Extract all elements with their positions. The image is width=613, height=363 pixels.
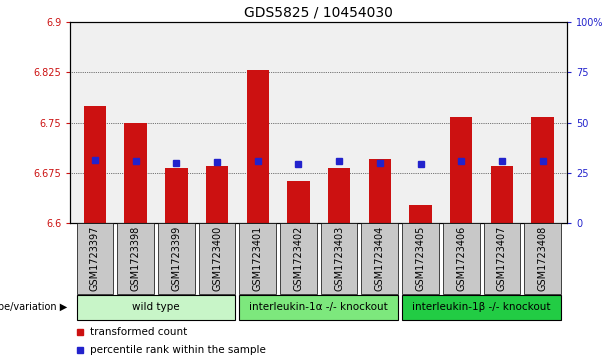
Bar xyxy=(158,223,195,294)
Bar xyxy=(124,122,147,223)
Bar xyxy=(280,223,317,294)
Bar xyxy=(524,223,561,294)
Bar xyxy=(491,166,513,223)
Text: GSM1723406: GSM1723406 xyxy=(456,225,466,291)
Text: GSM1723400: GSM1723400 xyxy=(212,225,222,291)
Text: GSM1723399: GSM1723399 xyxy=(171,225,181,291)
Text: GSM1723402: GSM1723402 xyxy=(294,225,303,291)
Text: interleukin-1β -/- knockout: interleukin-1β -/- knockout xyxy=(413,302,551,312)
Text: GSM1723398: GSM1723398 xyxy=(131,225,140,291)
Bar xyxy=(443,223,479,294)
Text: GSM1723408: GSM1723408 xyxy=(538,225,547,291)
Text: genotype/variation ▶: genotype/variation ▶ xyxy=(0,302,67,312)
Bar xyxy=(321,223,357,294)
Bar xyxy=(328,167,350,223)
Bar xyxy=(206,166,228,223)
Title: GDS5825 / 10454030: GDS5825 / 10454030 xyxy=(245,5,393,19)
Text: GSM1723407: GSM1723407 xyxy=(497,225,507,291)
Text: GSM1723405: GSM1723405 xyxy=(416,225,425,291)
Bar xyxy=(117,223,154,294)
Bar xyxy=(77,295,235,320)
Text: GSM1723397: GSM1723397 xyxy=(90,225,100,291)
Bar xyxy=(409,205,432,223)
Bar xyxy=(484,223,520,294)
Bar xyxy=(402,223,439,294)
Bar xyxy=(240,295,398,320)
Bar xyxy=(402,295,561,320)
Text: wild type: wild type xyxy=(132,302,180,312)
Bar xyxy=(287,181,310,223)
Text: percentile rank within the sample: percentile rank within the sample xyxy=(90,345,266,355)
Bar xyxy=(199,223,235,294)
Bar xyxy=(84,106,106,223)
Text: transformed count: transformed count xyxy=(90,327,188,337)
Bar xyxy=(165,167,188,223)
Text: GSM1723401: GSM1723401 xyxy=(253,225,263,291)
Bar xyxy=(368,159,391,223)
Text: interleukin-1α -/- knockout: interleukin-1α -/- knockout xyxy=(249,302,388,312)
Bar xyxy=(531,117,554,223)
Bar xyxy=(362,223,398,294)
Bar xyxy=(240,223,276,294)
Text: GSM1723403: GSM1723403 xyxy=(334,225,344,291)
Bar xyxy=(246,70,269,223)
Bar xyxy=(77,223,113,294)
Bar xyxy=(450,117,473,223)
Text: GSM1723404: GSM1723404 xyxy=(375,225,385,291)
